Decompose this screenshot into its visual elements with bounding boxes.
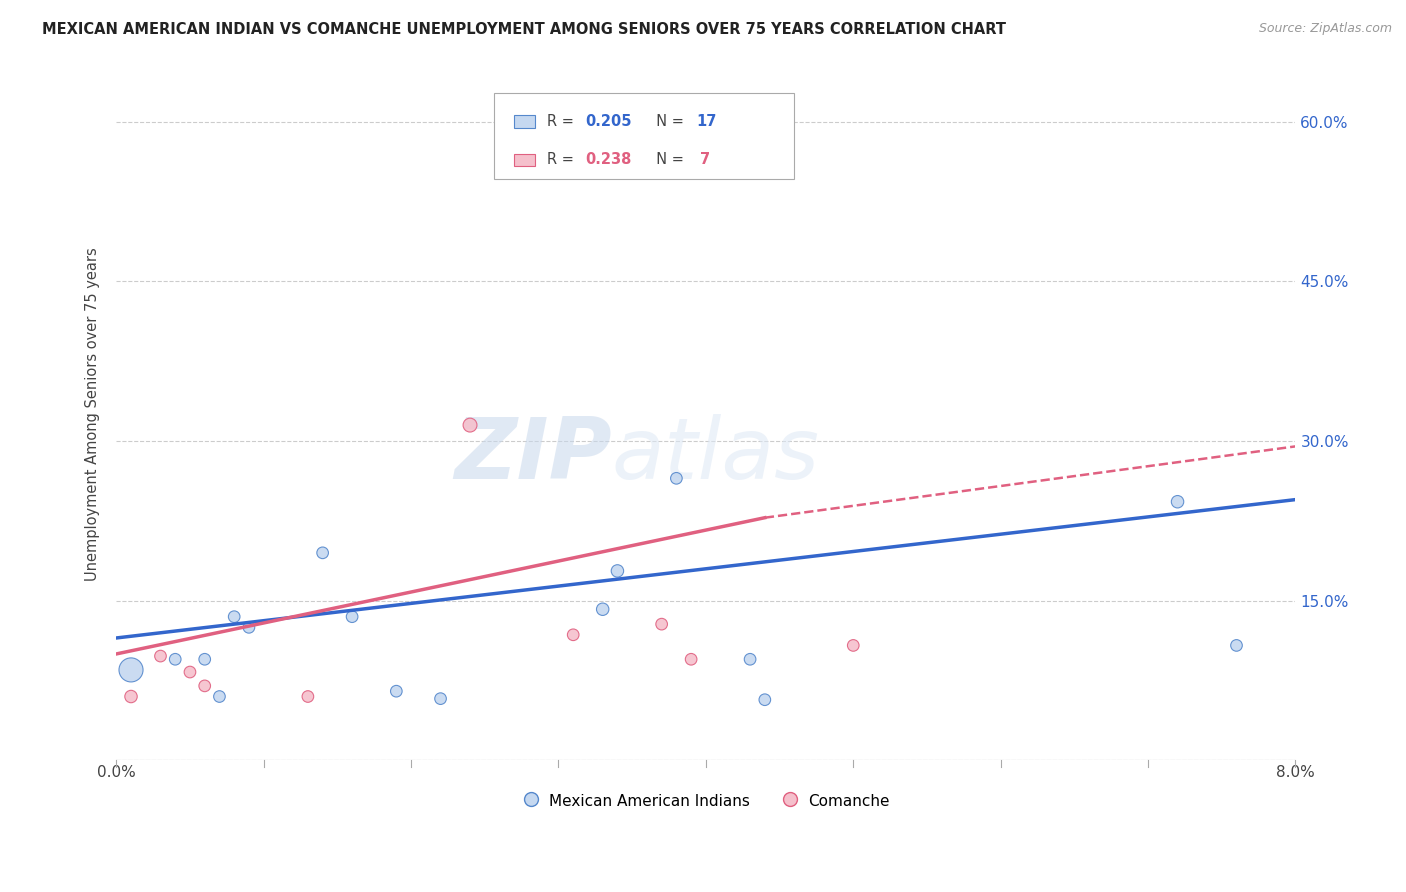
Point [311,546,333,560]
Text: 0.238: 0.238 [585,153,631,168]
Text: 0.205: 0.205 [585,114,633,129]
Point [592,602,614,616]
Point [224,609,246,624]
Text: N =: N = [647,153,689,168]
Text: R =: R = [547,153,578,168]
Point [562,628,585,642]
Point [458,418,481,433]
FancyBboxPatch shape [494,93,794,179]
FancyBboxPatch shape [513,153,534,166]
Text: MEXICAN AMERICAN INDIAN VS COMANCHE UNEMPLOYMENT AMONG SENIORS OVER 75 YEARS COR: MEXICAN AMERICAN INDIAN VS COMANCHE UNEM… [42,22,1007,37]
Point [651,617,673,632]
Point [340,609,363,624]
Point [208,690,231,704]
Point [385,684,408,698]
Text: ZIP: ZIP [454,415,612,498]
Point [194,679,217,693]
Text: 17: 17 [696,114,717,129]
Point [842,639,865,653]
Y-axis label: Unemployment Among Seniors over 75 years: Unemployment Among Seniors over 75 years [86,248,100,582]
Point [754,692,776,706]
Point [606,564,628,578]
Text: Source: ZipAtlas.com: Source: ZipAtlas.com [1258,22,1392,36]
Point [165,652,187,666]
Point [1167,494,1189,508]
Point [681,652,703,666]
Legend: Mexican American Indians, Comanche: Mexican American Indians, Comanche [516,787,896,815]
Point [1225,639,1247,653]
Point [194,652,217,666]
Text: R =: R = [547,114,578,129]
Point [238,620,260,634]
Point [120,690,142,704]
Text: 7: 7 [700,153,710,168]
Point [297,690,319,704]
Point [179,665,201,679]
Text: atlas: atlas [612,415,820,498]
Point [120,663,142,677]
Point [149,649,172,664]
Point [738,652,761,666]
FancyBboxPatch shape [513,115,534,128]
Text: N =: N = [647,114,689,129]
Point [665,471,688,485]
Point [429,691,451,706]
